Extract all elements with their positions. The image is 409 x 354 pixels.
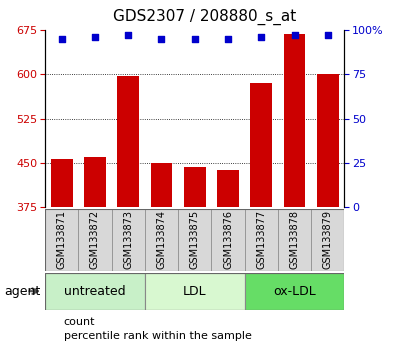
Point xyxy=(290,33,297,38)
Point xyxy=(92,34,98,40)
Text: count: count xyxy=(63,317,95,327)
Point xyxy=(158,36,164,42)
Bar xyxy=(84,157,106,207)
Point xyxy=(257,34,264,40)
Bar xyxy=(151,164,172,207)
Bar xyxy=(45,209,78,271)
Text: GSM133871: GSM133871 xyxy=(56,210,67,269)
Bar xyxy=(310,209,344,271)
Bar xyxy=(144,209,178,271)
Bar xyxy=(111,209,144,271)
Text: GSM133873: GSM133873 xyxy=(123,210,133,269)
Text: GSM133877: GSM133877 xyxy=(256,210,265,269)
Text: GDS2307 / 208880_s_at: GDS2307 / 208880_s_at xyxy=(113,9,296,25)
Bar xyxy=(211,209,244,271)
Text: GSM133872: GSM133872 xyxy=(90,210,100,269)
Text: GSM133875: GSM133875 xyxy=(189,210,199,269)
Bar xyxy=(283,34,305,207)
Point xyxy=(58,36,65,42)
Bar xyxy=(51,159,72,207)
Bar xyxy=(144,273,244,310)
Point xyxy=(224,36,231,42)
Bar xyxy=(244,209,277,271)
Text: GSM133874: GSM133874 xyxy=(156,210,166,269)
Text: LDL: LDL xyxy=(182,285,206,298)
Text: GSM133876: GSM133876 xyxy=(222,210,232,269)
Text: ox-LDL: ox-LDL xyxy=(272,285,315,298)
Bar xyxy=(316,74,338,207)
Point xyxy=(191,36,198,42)
Bar xyxy=(277,209,310,271)
Text: GSM133879: GSM133879 xyxy=(322,210,332,269)
Bar xyxy=(217,170,238,207)
Text: GSM133878: GSM133878 xyxy=(289,210,299,269)
Bar xyxy=(117,76,139,207)
Bar xyxy=(250,83,272,207)
Bar xyxy=(184,167,205,207)
Point xyxy=(125,33,131,38)
Bar xyxy=(244,273,344,310)
Text: agent: agent xyxy=(4,285,40,298)
Bar xyxy=(78,209,111,271)
Text: percentile rank within the sample: percentile rank within the sample xyxy=(63,331,251,341)
Point xyxy=(324,33,330,38)
Text: untreated: untreated xyxy=(64,285,126,298)
Bar xyxy=(178,209,211,271)
Bar xyxy=(45,273,144,310)
